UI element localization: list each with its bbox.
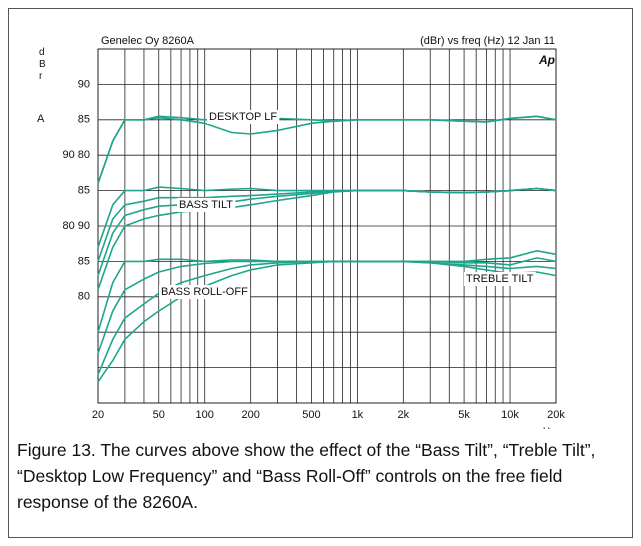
annotation-bg — [464, 272, 536, 286]
y-tick-label: 85 — [78, 114, 90, 126]
y-tick-label: 85 — [78, 185, 90, 197]
y-tick-label: 90 80 — [62, 149, 90, 161]
x-tick-label: 5k — [458, 409, 470, 421]
x-tick-label: 2k — [398, 409, 410, 421]
response-curve — [97, 115, 557, 184]
chart-subtitle: (dBr) vs freq (Hz) 12 Jan 11 — [420, 35, 555, 47]
annotation-bg — [177, 198, 236, 212]
x-tick-label: 50 — [153, 409, 165, 421]
x-tick-label: 500 — [302, 409, 320, 421]
response-curve — [97, 187, 557, 290]
annotation: BASS ROLL-OFF — [161, 286, 248, 298]
x-tick-label: 20k — [547, 409, 565, 421]
response-curve — [97, 186, 557, 248]
annotation-bg — [207, 110, 280, 124]
x-axis-label: Hz — [543, 427, 555, 429]
y-axis-unit: A — [37, 113, 45, 125]
annotation-bg — [159, 285, 251, 299]
annotation: DESKTOP LF — [209, 111, 277, 123]
chart: Genelec Oy 8260A (dBr) vs freq (Hz) 12 J… — [62, 35, 565, 429]
y-tick-label: 80 — [78, 291, 90, 303]
response-curve — [97, 260, 557, 383]
y-tick-label: 85 — [78, 255, 90, 267]
chart-title: Genelec Oy 8260A — [101, 35, 195, 47]
response-curve — [97, 187, 557, 262]
x-tick-label: 20 — [92, 409, 104, 421]
response-curve — [97, 260, 557, 376]
y-axis-label: dBr — [39, 47, 46, 82]
x-tick-label: 1k — [352, 409, 364, 421]
figure: Genelec Oy 8260A (dBr) vs freq (Hz) 12 J… — [8, 8, 633, 538]
caption: Figure 13. The curves above show the eff… — [17, 440, 596, 512]
x-tick-label: 100 — [196, 409, 214, 421]
response-curve — [97, 115, 557, 184]
annotation: TREBLE TILT — [466, 273, 534, 285]
x-tick-label: 10k — [501, 409, 519, 421]
y-tick-label: 80 90 — [62, 220, 90, 232]
y-tick-label: 90 — [78, 78, 90, 90]
annotation: BASS TILT — [179, 199, 233, 211]
logo: Ap — [538, 53, 555, 67]
x-tick-label: 200 — [241, 409, 259, 421]
